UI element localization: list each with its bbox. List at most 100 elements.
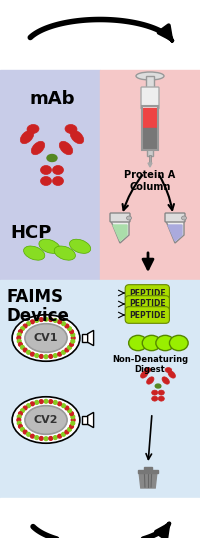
Ellipse shape <box>141 371 148 378</box>
Circle shape <box>19 424 22 428</box>
Circle shape <box>58 402 61 406</box>
Ellipse shape <box>40 176 52 186</box>
Bar <box>142 106 158 150</box>
Circle shape <box>27 322 30 325</box>
Circle shape <box>39 436 43 440</box>
Circle shape <box>17 336 21 340</box>
Circle shape <box>68 327 71 330</box>
Ellipse shape <box>25 323 67 352</box>
Circle shape <box>62 322 65 325</box>
Bar <box>100 70 200 280</box>
Text: FAIMS
Device: FAIMS Device <box>6 288 69 325</box>
Bar <box>143 108 157 128</box>
Polygon shape <box>88 330 94 345</box>
Circle shape <box>27 433 30 436</box>
Circle shape <box>23 324 27 328</box>
Polygon shape <box>88 412 94 428</box>
Ellipse shape <box>26 325 66 351</box>
Ellipse shape <box>162 377 169 384</box>
Circle shape <box>53 353 57 357</box>
Ellipse shape <box>152 396 158 401</box>
Circle shape <box>71 415 75 419</box>
Bar <box>146 76 154 88</box>
Circle shape <box>23 430 27 434</box>
Circle shape <box>17 339 21 343</box>
Circle shape <box>17 421 21 425</box>
Bar <box>0 498 200 538</box>
Ellipse shape <box>144 367 151 372</box>
Ellipse shape <box>169 335 188 351</box>
Bar <box>149 155 151 163</box>
FancyBboxPatch shape <box>110 213 130 222</box>
Polygon shape <box>168 225 182 241</box>
Bar <box>138 470 158 473</box>
Circle shape <box>19 330 22 334</box>
Text: CV2: CV2 <box>34 415 58 425</box>
Circle shape <box>68 345 71 349</box>
Circle shape <box>39 318 43 321</box>
Circle shape <box>44 317 48 321</box>
Circle shape <box>19 412 22 415</box>
Circle shape <box>65 430 69 434</box>
Bar <box>143 128 157 148</box>
Circle shape <box>31 434 34 438</box>
Ellipse shape <box>147 377 154 384</box>
Ellipse shape <box>12 315 80 362</box>
Text: Non-Denaturing
Digest: Non-Denaturing Digest <box>112 355 188 374</box>
Circle shape <box>35 353 39 357</box>
Circle shape <box>58 434 61 438</box>
Bar <box>49 156 55 160</box>
Circle shape <box>23 348 27 352</box>
Circle shape <box>70 424 73 428</box>
Circle shape <box>49 436 53 440</box>
Circle shape <box>71 339 75 343</box>
Ellipse shape <box>25 406 67 435</box>
Circle shape <box>65 406 69 410</box>
Circle shape <box>17 333 21 337</box>
Bar <box>156 385 160 387</box>
Ellipse shape <box>156 335 175 351</box>
Circle shape <box>39 355 43 358</box>
Circle shape <box>27 350 30 354</box>
Circle shape <box>70 412 73 415</box>
Circle shape <box>31 352 34 356</box>
Circle shape <box>53 401 57 404</box>
Text: PEPTIDE: PEPTIDE <box>129 300 166 308</box>
Ellipse shape <box>152 390 158 395</box>
Circle shape <box>31 320 34 324</box>
Ellipse shape <box>142 335 161 351</box>
Text: CV1: CV1 <box>34 333 58 343</box>
Ellipse shape <box>52 166 64 174</box>
Circle shape <box>68 428 71 431</box>
Bar <box>82 416 88 424</box>
Polygon shape <box>148 163 152 167</box>
FancyBboxPatch shape <box>141 87 159 109</box>
Circle shape <box>53 318 57 322</box>
Circle shape <box>19 343 22 346</box>
Ellipse shape <box>69 239 91 253</box>
Ellipse shape <box>14 398 78 442</box>
Circle shape <box>65 348 69 352</box>
Circle shape <box>35 318 39 322</box>
Circle shape <box>70 343 73 346</box>
Circle shape <box>62 433 65 436</box>
Ellipse shape <box>31 141 45 154</box>
Circle shape <box>49 355 53 358</box>
FancyBboxPatch shape <box>165 213 185 222</box>
Circle shape <box>17 418 21 422</box>
Ellipse shape <box>182 216 186 220</box>
Bar <box>0 0 200 70</box>
Ellipse shape <box>14 316 78 360</box>
Circle shape <box>71 421 75 425</box>
Ellipse shape <box>70 130 84 144</box>
Circle shape <box>44 399 48 403</box>
Ellipse shape <box>158 390 164 395</box>
Ellipse shape <box>127 216 132 220</box>
Circle shape <box>49 400 53 404</box>
Text: PEPTIDE: PEPTIDE <box>129 288 166 298</box>
Ellipse shape <box>165 367 172 372</box>
Circle shape <box>71 333 75 337</box>
Bar <box>82 334 88 342</box>
Circle shape <box>27 404 30 408</box>
Circle shape <box>23 406 27 410</box>
